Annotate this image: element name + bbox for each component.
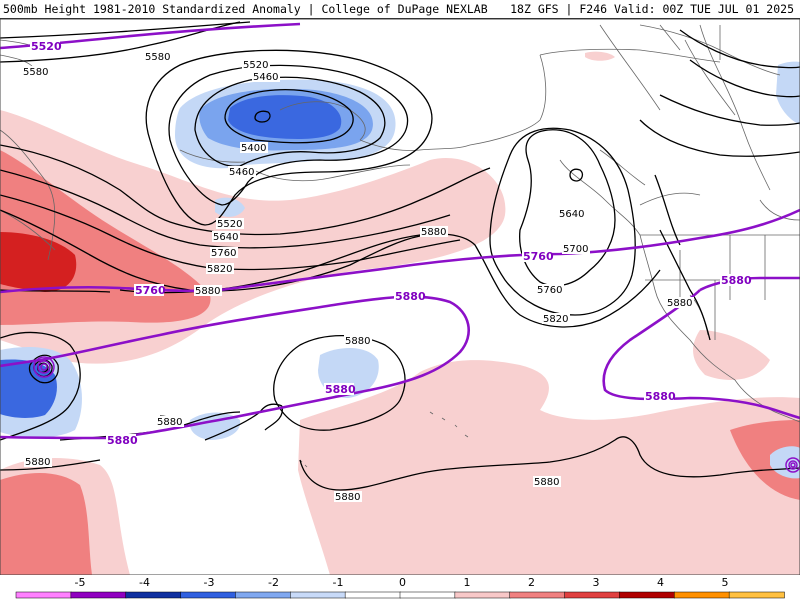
contour-label-5880: 5880 bbox=[195, 286, 220, 297]
color-scale-swatch bbox=[125, 591, 182, 599]
color-scale-tick-label: -3 bbox=[204, 576, 215, 589]
color-scale-tick-label: -1 bbox=[333, 576, 344, 589]
color-scale-tick-label: 5 bbox=[722, 576, 729, 589]
contour-label-5880-bold: 5880 bbox=[645, 390, 676, 403]
color-scale-tick-label: -5 bbox=[75, 576, 86, 589]
contour-label-5880-bold: 5880 bbox=[395, 290, 426, 303]
contour-label-5520: 5520 bbox=[243, 60, 268, 71]
contour-label-5760: 5760 bbox=[211, 248, 236, 259]
contour-label-5760-bold: 5760 bbox=[135, 284, 166, 297]
contour-label-5880: 5880 bbox=[25, 457, 50, 468]
map-title: 500mb Height 1981-2010 Standardized Anom… bbox=[3, 2, 488, 16]
color-scale-tick-label: -2 bbox=[268, 576, 279, 589]
contour-label-5880: 5880 bbox=[345, 336, 370, 347]
color-scale-tick-label: -4 bbox=[139, 576, 150, 589]
contour-label-5580: 5580 bbox=[23, 67, 48, 78]
color-scale-swatch bbox=[509, 591, 566, 599]
title-bar: 500mb Height 1981-2010 Standardized Anom… bbox=[0, 0, 800, 19]
color-scale-tick-label: 4 bbox=[657, 576, 664, 589]
contour-label-5640: 5640 bbox=[213, 232, 238, 243]
reference-contour-labels: 5520 5760 5760 5880 5880 5880 5880 5880 bbox=[30, 40, 752, 447]
color-scale-swatch bbox=[290, 591, 346, 599]
color-scale-bar bbox=[15, 591, 785, 599]
contour-label-5880: 5880 bbox=[667, 298, 692, 309]
color-scale-tick-label: 3 bbox=[593, 576, 600, 589]
positive-anomaly-shading bbox=[0, 51, 800, 575]
contour-label-5700: 5700 bbox=[563, 244, 588, 255]
contour-label-5880: 5880 bbox=[534, 477, 559, 488]
color-scale-swatch bbox=[15, 591, 72, 599]
contour-label-5460: 5460 bbox=[229, 167, 254, 178]
contour-label-5460: 5460 bbox=[253, 72, 278, 83]
color-scale-swatch bbox=[399, 591, 456, 599]
color-scale-swatch bbox=[344, 591, 401, 599]
tropical-system-west bbox=[33, 356, 55, 378]
contour-label-5820: 5820 bbox=[543, 314, 568, 325]
color-scale-tick-label: 1 bbox=[464, 576, 471, 589]
color-scale-legend: -5 -4 -3 -2 -1 0 1 2 3 4 5 bbox=[0, 575, 800, 600]
contour-label-5760-bold: 5760 bbox=[523, 250, 554, 263]
contour-label-5880: 5880 bbox=[157, 417, 182, 428]
contour-label-5880-bold: 5880 bbox=[107, 434, 138, 447]
contour-label-5880: 5880 bbox=[421, 227, 446, 238]
color-scale-tick-label: 0 bbox=[399, 576, 406, 589]
contour-label-5640: 5640 bbox=[559, 209, 584, 220]
model-run-info: 18Z GFS | F246 Valid: 00Z TUE JUL 01 202… bbox=[510, 2, 794, 16]
color-scale-swatch bbox=[235, 591, 292, 599]
color-scale-tick-labels: -5 -4 -3 -2 -1 0 1 2 3 4 5 bbox=[75, 576, 729, 589]
color-scale-swatch bbox=[70, 591, 127, 599]
color-scale-swatch bbox=[180, 591, 237, 599]
color-scale-swatch bbox=[674, 591, 730, 599]
contour-label-5520-bold: 5520 bbox=[31, 40, 62, 53]
contour-label-5520: 5520 bbox=[217, 219, 242, 230]
height-contour-labels: 5580 5580 5520 5460 5400 5460 5520 5640 … bbox=[22, 51, 694, 503]
contour-label-5820: 5820 bbox=[207, 264, 232, 275]
tropical-system-east bbox=[785, 457, 800, 473]
contour-label-5880-bold: 5880 bbox=[325, 383, 356, 396]
color-scale-tick-label: 2 bbox=[528, 576, 535, 589]
color-scale-swatch bbox=[564, 591, 621, 599]
color-scale-swatch bbox=[619, 591, 676, 599]
contour-label-5580: 5580 bbox=[145, 52, 170, 63]
contour-label-5880: 5880 bbox=[335, 492, 360, 503]
color-scale-swatch bbox=[728, 591, 785, 599]
contour-label-5880-bold: 5880 bbox=[721, 274, 752, 287]
contour-label-5760: 5760 bbox=[537, 285, 562, 296]
color-scale-swatch bbox=[454, 591, 511, 599]
anomaly-map: 5580 5580 5520 5460 5400 5460 5520 5640 … bbox=[0, 19, 800, 575]
contour-label-5400: 5400 bbox=[241, 143, 266, 154]
